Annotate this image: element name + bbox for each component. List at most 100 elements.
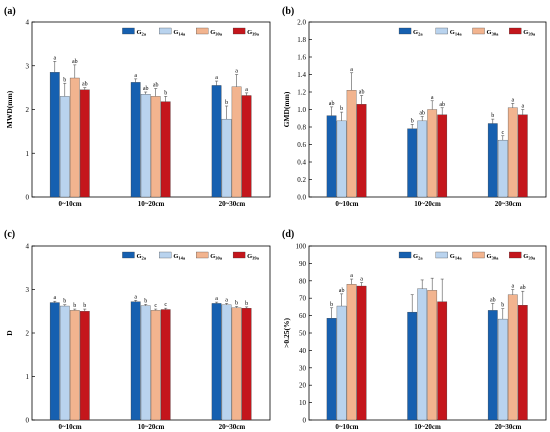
y-tick-label: 2.0 (297, 19, 306, 27)
significance-letter: a (511, 284, 514, 290)
bar (336, 120, 347, 198)
bar (517, 305, 528, 421)
y-tick-label: 4 (26, 243, 30, 251)
panel-label: (c) (4, 229, 15, 240)
bar (437, 114, 448, 198)
y-tick-label: 0.2 (297, 176, 306, 184)
legend-swatch (398, 27, 412, 35)
y-tick-label: 10 (299, 399, 307, 407)
significance-letter: ab (359, 90, 365, 96)
bar (130, 82, 141, 198)
legend-swatch (398, 251, 412, 259)
significance-letter: a (245, 87, 248, 93)
y-tick-label: 20 (299, 382, 307, 390)
bar (59, 305, 70, 421)
panel-label: (d) (282, 229, 294, 240)
bar (427, 290, 438, 421)
bar (346, 90, 357, 198)
significance-letter: b (245, 301, 248, 307)
x-tick-label: 10~20cm (414, 423, 441, 431)
bar (140, 305, 151, 421)
panel-c: (c) 0 1 2 3 4 Da b b b 0~10cm a b c c 10~20cm a a b b 20~30c… (4, 229, 271, 431)
significance-letter: ab (329, 101, 335, 107)
legend-label: G30a (487, 253, 500, 261)
significance-letter: ab (520, 285, 526, 291)
significance-letter: b (491, 113, 494, 119)
bar (356, 104, 367, 198)
y-axis-label: MWD(mm) (5, 90, 14, 128)
y-tick-label: 1.0 (297, 106, 306, 114)
y-tick-label: 1.6 (297, 54, 306, 62)
significance-letter: b (225, 100, 228, 106)
y-tick-label: 4 (26, 19, 30, 27)
bar (160, 309, 171, 421)
y-tick-label: 0.4 (297, 159, 306, 167)
bar (231, 307, 242, 421)
bar (437, 301, 448, 421)
legend-swatch (435, 251, 448, 259)
x-tick-label: 20~30cm (219, 200, 246, 208)
y-tick-label: 2 (26, 330, 30, 338)
significance-letter: b (73, 303, 76, 309)
significance-letter: ab (72, 59, 78, 65)
legend-label: G14a (450, 253, 463, 261)
significance-letter: ab (490, 297, 496, 303)
x-tick-label: 0~10cm (335, 200, 358, 208)
legend-swatch (122, 251, 135, 259)
y-tick-label: 1.2 (297, 89, 306, 97)
bar (487, 123, 498, 198)
significance-letter: ab (339, 288, 345, 294)
significance-letter: a (225, 297, 228, 303)
bar (241, 308, 252, 421)
legend-swatch (159, 27, 172, 35)
bar (241, 95, 252, 198)
y-tick-label: 1.4 (297, 71, 306, 79)
y-axis-label: GMD(mm) (282, 91, 291, 127)
bar (59, 96, 70, 198)
panel-label: (b) (282, 6, 294, 17)
significance-letter: a (235, 69, 238, 75)
bar (517, 114, 528, 198)
y-tick-label: 2 (26, 106, 30, 114)
legend-swatch (196, 27, 209, 35)
x-tick-label: 0~10cm (335, 423, 358, 431)
y-tick-label: 70 (299, 295, 307, 303)
significance-letter: ab (439, 102, 445, 108)
legend-swatch (196, 251, 209, 259)
bar (69, 77, 80, 198)
bar (49, 302, 60, 421)
significance-letter: a (134, 294, 137, 300)
significance-letter: a (350, 67, 353, 73)
legend-label: G2a (413, 29, 423, 37)
significance-letter: b (164, 90, 167, 96)
legend-label: G39a (523, 253, 536, 261)
bar (507, 107, 518, 198)
significance-letter: ab (82, 82, 88, 88)
legend-label: G30a (487, 29, 500, 37)
bar (507, 294, 518, 421)
bar (346, 284, 357, 421)
y-axis-label: >0.25(%) (282, 318, 291, 348)
bar (221, 118, 232, 198)
significance-letter: ab (153, 83, 159, 89)
bar (140, 94, 151, 198)
bar (211, 85, 222, 198)
y-tick-label: 1.8 (297, 36, 306, 44)
legend-swatch (435, 27, 448, 35)
legend-label: G30a (210, 29, 223, 37)
significance-letter: b (330, 302, 333, 308)
legend-swatch (472, 251, 485, 259)
significance-letter: c (154, 303, 157, 309)
significance-letter: b (340, 106, 343, 112)
significance-letter: a (53, 295, 56, 301)
y-tick-label: 80 (299, 277, 307, 285)
legend-swatch (509, 251, 522, 259)
y-tick-label: 0 (303, 417, 307, 425)
y-tick-label: 50 (299, 330, 307, 338)
significance-letter: a (511, 97, 514, 103)
significance-letter: a (350, 273, 353, 279)
bar (211, 303, 222, 421)
legend-label: G39a (247, 29, 260, 37)
legend-swatch (509, 27, 522, 35)
